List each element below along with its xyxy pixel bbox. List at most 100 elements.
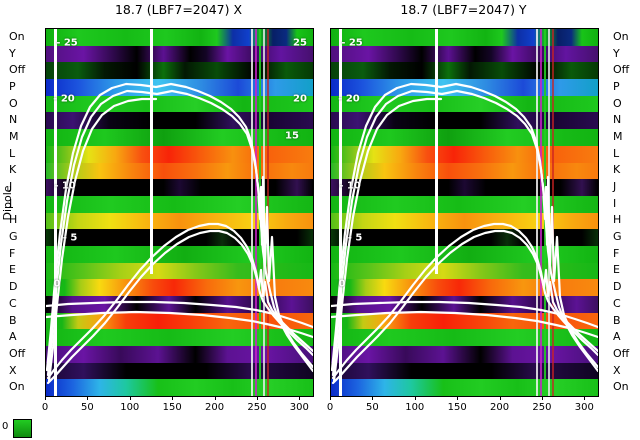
- overlay-line-envelope-2: [331, 89, 598, 377]
- overlay-line-flat-2: [46, 310, 313, 339]
- category-label-a: A: [9, 330, 17, 344]
- x-axis-ticks: 0 50 100 150 200 250 300: [327, 395, 597, 419]
- heatmap-row-j: [46, 179, 313, 196]
- contour-label: 25: [293, 37, 307, 49]
- heatmap-row-g: [46, 229, 313, 246]
- heatmap-row-on: [46, 29, 313, 46]
- overlay-lines-layer: [331, 82, 598, 385]
- heatmap-row-k: [331, 162, 598, 180]
- vertical-stripe: [251, 29, 253, 396]
- right-plot-title: 18.7 (LBF7=2047) Y: [400, 2, 527, 17]
- x-tick-label: 100: [120, 402, 140, 413]
- vertical-stripe: [540, 29, 542, 396]
- x-tick-mark: [45, 396, 46, 400]
- heatmap-row-x: [46, 362, 313, 380]
- heatmap-row-b: [46, 312, 313, 330]
- heatmap-row-off: [331, 346, 598, 363]
- category-label-i: I: [9, 196, 13, 210]
- heatmap-row-n: [331, 112, 598, 130]
- category-label-on: On: [9, 29, 25, 43]
- vertical-stripe: [339, 29, 342, 396]
- category-label-m: M: [9, 129, 19, 143]
- contour-label: 0: [53, 278, 61, 290]
- category-label-p: P: [613, 79, 620, 93]
- category-label-b: B: [613, 313, 621, 327]
- category-label-x: X: [613, 363, 621, 377]
- vertical-stripe: [255, 29, 257, 396]
- heatmap-row-b: [331, 312, 598, 330]
- contour-label: - 25: [56, 37, 78, 49]
- category-label-n: N: [9, 113, 18, 127]
- category-label-o: O: [9, 96, 18, 110]
- heatmap-row-l: [331, 145, 598, 163]
- overlay-line-flat-2: [331, 310, 598, 339]
- heatmap-row-on: [331, 29, 598, 46]
- overlay-line-envelope-2: [46, 89, 313, 377]
- colorbar-label: 0: [2, 421, 9, 432]
- x-tick-mark: [499, 396, 501, 400]
- category-label-y: Y: [9, 46, 16, 60]
- category-label-k: K: [9, 163, 17, 177]
- contour-labels-layer: - 25 - 20 - 10 - 5 0: [331, 29, 598, 396]
- category-label-on: On: [613, 29, 629, 43]
- x-tick-label: 150: [447, 402, 467, 413]
- x-tick-mark: [372, 396, 374, 400]
- x-tick-label: 300: [289, 402, 309, 413]
- category-label-off: Off: [613, 346, 630, 360]
- vertical-stripe: [435, 29, 438, 274]
- heatmap-row-g: [331, 229, 598, 246]
- category-label-o: O: [613, 96, 622, 110]
- heatmap-row-off: [331, 62, 598, 80]
- heatmap-row-l: [46, 145, 313, 163]
- category-label-g: G: [9, 230, 18, 244]
- colorbar-swatch: [13, 419, 32, 438]
- category-label-on: On: [9, 380, 25, 394]
- category-label-d: D: [613, 280, 622, 294]
- heatmap-row-a: [46, 329, 313, 347]
- overlay-line-flat-1: [331, 300, 598, 329]
- x-tick-label: 50: [81, 402, 94, 413]
- contour-labels-layer: - 25 - 20 - 10 - 5 0 25 20 15: [46, 29, 313, 396]
- overlay-line-hump-1: [46, 222, 313, 380]
- category-label-k: K: [613, 163, 621, 177]
- heatmap-row-a: [331, 329, 598, 347]
- contour-label: - 5: [347, 232, 363, 244]
- left-plot-title: 18.7 (LBF7=2047) X: [114, 2, 243, 17]
- contour-label: 0: [338, 278, 346, 290]
- category-label-f: F: [613, 246, 620, 260]
- heatmap-row-k: [46, 162, 313, 180]
- overlay-line-flat-1: [46, 300, 313, 329]
- x-tick-mark: [457, 396, 459, 400]
- heatmap-row-e: [46, 262, 313, 280]
- heatmap-row-y: [331, 45, 598, 63]
- heatmap-row-off: [46, 346, 313, 363]
- contour-label: - 25: [341, 37, 363, 49]
- x-tick-label: 200: [489, 402, 510, 413]
- heatmap-row-p: [331, 79, 598, 96]
- heatmap-row-d: [331, 279, 598, 296]
- x-tick-label: 250: [532, 402, 552, 413]
- category-label-x: X: [9, 363, 17, 377]
- category-label-off: Off: [9, 346, 26, 360]
- heatmap-row-e: [331, 262, 598, 280]
- category-label-d: D: [9, 280, 18, 294]
- x-tick-label: 150: [162, 402, 182, 413]
- x-tick-label: 200: [204, 402, 225, 413]
- contour-label: - 10: [339, 180, 361, 192]
- x-tick-mark: [87, 396, 89, 400]
- x-tick-label: 300: [574, 402, 594, 413]
- plot-area-y: - 25 - 20 - 10 - 5 0: [330, 28, 599, 397]
- heatmap-row-d: [46, 279, 313, 296]
- category-label-e: E: [613, 263, 620, 277]
- category-label-j: J: [613, 180, 617, 194]
- overlay-line-envelope-1: [46, 82, 313, 372]
- x-tick-mark: [129, 396, 131, 400]
- x-tick-mark: [330, 396, 331, 400]
- heatmap-rows: [331, 29, 598, 396]
- heatmap-row-h: [331, 212, 598, 230]
- x-axis-ticks: 0 50 100 150 200 250 300: [42, 395, 312, 419]
- category-label-p: P: [9, 79, 16, 93]
- vertical-stripe: [54, 29, 57, 396]
- heatmap-row-h: [46, 212, 313, 230]
